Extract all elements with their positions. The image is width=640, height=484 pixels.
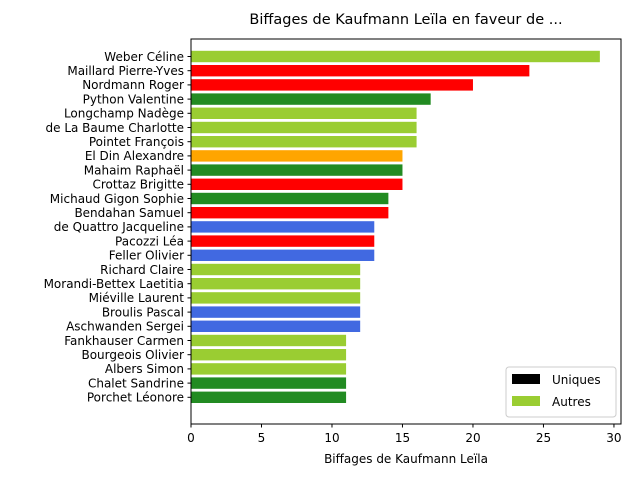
bar (191, 79, 473, 91)
category-label: Richard Claire (100, 263, 184, 277)
category-label: Bendahan Samuel (74, 206, 184, 220)
category-label: Bourgeois Olivier (81, 348, 184, 362)
bar (191, 334, 347, 347)
legend-label: Autres (552, 395, 591, 409)
x-tick-label: 30 (606, 431, 621, 445)
x-tick-label: 0 (187, 431, 195, 445)
x-tick-label: 10 (324, 431, 339, 445)
bar (191, 107, 417, 119)
category-label: Crottaz Brigitte (92, 178, 184, 192)
x-tick-label: 20 (465, 431, 480, 445)
category-label: Python Valentine (83, 92, 184, 106)
bar (191, 65, 530, 77)
category-label: Pacozzi Léa (115, 234, 184, 248)
bar (191, 249, 375, 261)
bar (191, 235, 375, 247)
category-label: Chalet Sandrine (88, 376, 184, 390)
bar (191, 121, 417, 134)
bar (191, 278, 361, 290)
bar (191, 363, 347, 375)
bar (191, 50, 600, 63)
x-tick-label: 15 (395, 431, 410, 445)
legend-swatch (512, 396, 540, 406)
category-label: Nordmann Roger (82, 78, 184, 92)
category-label: Albers Simon (105, 362, 184, 376)
bar (191, 207, 389, 219)
category-label: Mahaim Raphaël (84, 163, 184, 177)
category-label: de Quattro Jacqueline (54, 220, 184, 234)
bar (191, 377, 347, 389)
legend-label: Uniques (552, 373, 601, 387)
bar (191, 192, 389, 205)
chart-title: Biffages de Kaufmann Leïla en faveur de … (249, 12, 562, 28)
legend: Uniques Autres (505, 366, 617, 418)
category-label: Longchamp Nadège (64, 107, 184, 121)
legend-swatch (512, 374, 540, 384)
x-axis: 0 5 10 15 20 25 30 (187, 424, 622, 445)
category-label: Weber Céline (104, 50, 184, 64)
category-label: Broulis Pascal (102, 305, 184, 319)
bar (191, 349, 347, 361)
category-label: Fankhauser Carmen (64, 334, 184, 348)
bar (191, 164, 403, 176)
bar (191, 93, 431, 105)
bar (191, 178, 403, 190)
category-label: Pointet François (89, 135, 184, 149)
category-label: El Din Alexandre (85, 149, 184, 163)
bar (191, 292, 361, 304)
bar (191, 263, 361, 276)
bar (191, 136, 417, 148)
category-label: de La Baume Charlotte (46, 121, 185, 135)
bar (191, 150, 403, 162)
bar (191, 221, 375, 233)
category-label: Aschwanden Sergei (66, 320, 184, 334)
bar (191, 391, 347, 403)
bars-group (191, 50, 600, 403)
bar (191, 320, 361, 332)
category-label: Porchet Léonore (87, 391, 184, 405)
category-label: Morandi-Bettex Laetitia (44, 277, 184, 291)
x-axis-label: Biffages de Kaufmann Leïla (324, 452, 488, 466)
x-tick-label: 5 (258, 431, 266, 445)
category-label: Feller Olivier (109, 249, 184, 263)
bar (191, 306, 361, 318)
plot-frame (190, 38, 622, 425)
x-tick-label: 25 (536, 431, 551, 445)
category-label: Miéville Laurent (89, 291, 185, 305)
category-label: Michaud Gigon Sophie (50, 192, 184, 206)
category-label: Maillard Pierre-Yves (67, 64, 184, 78)
